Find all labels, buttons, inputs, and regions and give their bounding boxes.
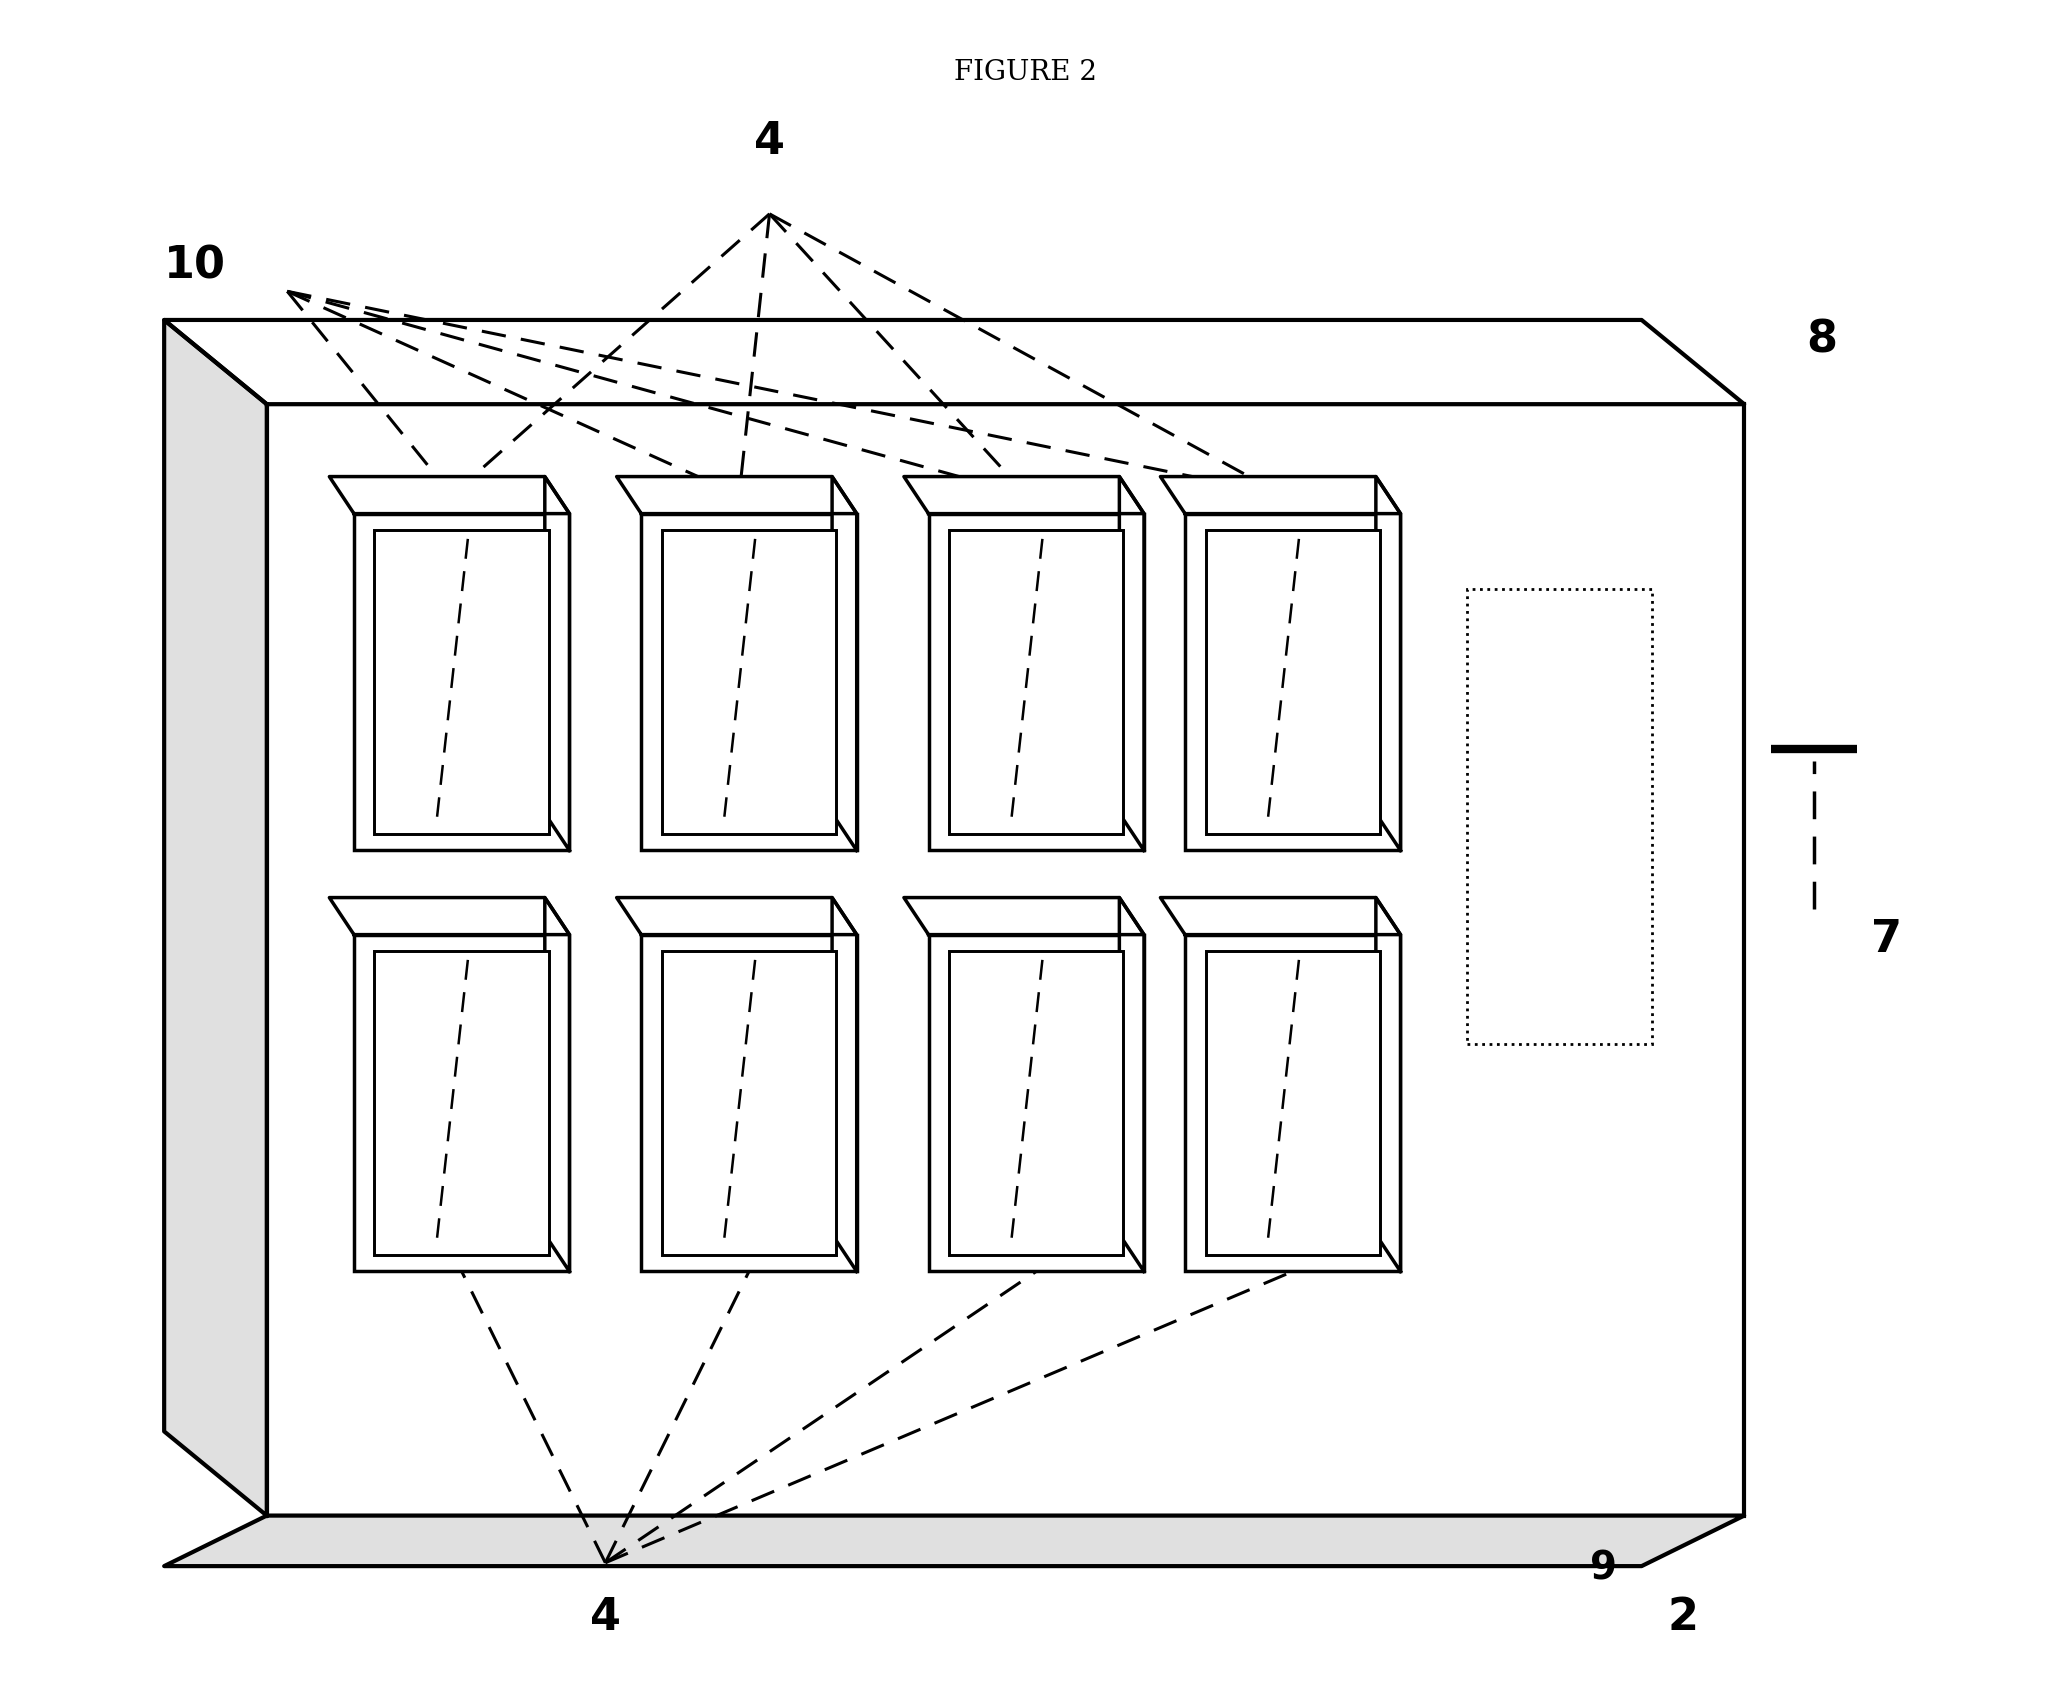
Polygon shape [328, 898, 570, 935]
Bar [1184, 514, 1399, 850]
Bar [1205, 951, 1379, 1255]
Bar [928, 935, 1145, 1271]
Bar [661, 951, 837, 1255]
Polygon shape [164, 320, 267, 1516]
Text: 4: 4 [753, 120, 786, 163]
Polygon shape [1159, 898, 1399, 935]
Bar [661, 530, 837, 834]
Text: 11: 11 [1490, 761, 1551, 805]
Bar [355, 935, 570, 1271]
Bar [267, 404, 1744, 1516]
Bar [948, 530, 1124, 834]
Bar [640, 514, 856, 850]
Polygon shape [831, 477, 856, 850]
Bar [1184, 935, 1399, 1271]
Text: 10: 10 [164, 244, 226, 288]
Text: 4: 4 [589, 1596, 622, 1640]
Text: 9: 9 [1590, 1549, 1617, 1588]
Bar [376, 951, 550, 1255]
Bar [928, 514, 1145, 850]
Polygon shape [1159, 477, 1399, 514]
Polygon shape [328, 477, 570, 514]
Text: 2: 2 [1666, 1596, 1699, 1640]
Text: 8: 8 [1806, 318, 1837, 362]
Polygon shape [903, 898, 1145, 935]
Polygon shape [1120, 477, 1145, 850]
Polygon shape [1120, 898, 1145, 1271]
Polygon shape [1375, 477, 1399, 850]
Polygon shape [831, 898, 856, 1271]
Polygon shape [616, 477, 856, 514]
Polygon shape [1375, 898, 1399, 1271]
Bar [1467, 589, 1652, 1044]
Bar [640, 935, 856, 1271]
Bar [948, 951, 1124, 1255]
Bar [1205, 530, 1379, 834]
Bar [376, 530, 550, 834]
Text: 7: 7 [1871, 918, 1902, 962]
Polygon shape [616, 898, 856, 935]
Polygon shape [546, 477, 570, 850]
Text: FIGURE 2: FIGURE 2 [954, 59, 1098, 86]
Bar [355, 514, 570, 850]
Polygon shape [546, 898, 570, 1271]
Polygon shape [903, 477, 1145, 514]
Polygon shape [164, 1516, 1744, 1566]
Polygon shape [164, 320, 1744, 404]
